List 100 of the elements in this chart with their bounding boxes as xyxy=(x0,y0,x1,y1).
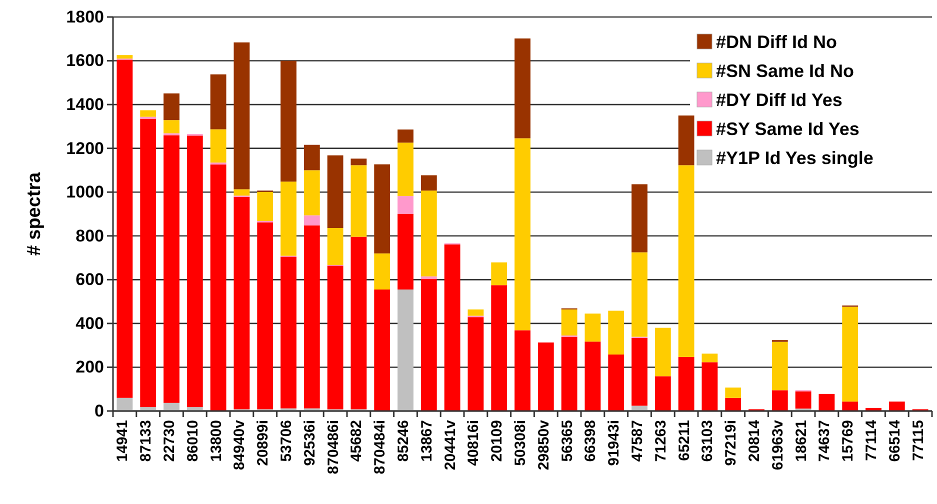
bar xyxy=(772,390,788,411)
y-tick-label: 600 xyxy=(76,270,104,290)
x-tick-label: 47587 xyxy=(628,420,646,462)
bar xyxy=(842,402,858,411)
bar xyxy=(210,74,226,130)
bar xyxy=(795,391,812,409)
legend-label: #SY Same Id Yes xyxy=(716,119,860,139)
x-tick-label: 77115 xyxy=(910,420,927,461)
bar xyxy=(140,110,156,117)
bar xyxy=(164,93,180,120)
x-tick-label: 92536i xyxy=(301,420,318,466)
y-axis-title: # spectra xyxy=(24,172,45,256)
legend-label: #DN Diff Id No xyxy=(716,32,837,52)
bar xyxy=(116,55,133,59)
bar xyxy=(888,402,905,411)
bar xyxy=(725,388,742,398)
bar xyxy=(257,192,274,222)
bar xyxy=(842,306,858,402)
bar xyxy=(654,376,671,411)
x-tick-label: 29850v xyxy=(535,419,552,470)
bar xyxy=(398,290,414,411)
x-tick-label: 66514 xyxy=(886,419,904,462)
legend-label: #DY Diff Id Yes xyxy=(716,90,842,110)
x-tick-label: 63103 xyxy=(699,420,716,462)
bar xyxy=(514,330,530,411)
bar xyxy=(654,328,671,376)
bar xyxy=(304,215,320,226)
bar xyxy=(234,196,250,410)
bar xyxy=(374,290,390,411)
bar xyxy=(468,317,484,411)
x-tick-label: 20109 xyxy=(488,420,506,462)
y-tick-label: 1800 xyxy=(66,7,104,26)
bar xyxy=(772,342,788,390)
bar xyxy=(327,228,344,265)
legend-label: #Y1P Id Yes single xyxy=(716,148,874,168)
x-tick-label: 74637 xyxy=(816,420,834,462)
x-tick-label: 91943i xyxy=(606,420,623,466)
bar xyxy=(702,354,718,362)
x-tick-label: 85246 xyxy=(394,420,412,462)
bar xyxy=(725,398,742,411)
y-tick-label: 0 xyxy=(94,401,104,420)
bar xyxy=(280,60,296,182)
bar xyxy=(678,116,694,166)
bar xyxy=(398,130,414,143)
bar xyxy=(491,285,508,411)
x-tick-label: 87133 xyxy=(138,420,155,462)
bar xyxy=(140,118,156,408)
bar xyxy=(420,190,437,276)
bar xyxy=(608,354,624,411)
bar xyxy=(304,225,320,408)
x-tick-label: 45682 xyxy=(348,420,366,462)
x-tick-label: 20899i xyxy=(254,420,272,466)
bar xyxy=(561,336,578,411)
x-tick-label: 14941 xyxy=(114,420,132,462)
x-tick-label: 65211 xyxy=(676,420,693,461)
y-tick-label: 1400 xyxy=(66,94,104,114)
y-tick-label: 1200 xyxy=(66,138,104,158)
x-tick-label: 13800 xyxy=(208,420,225,462)
x-tick-label: 870486i xyxy=(324,420,342,474)
bar xyxy=(398,196,414,214)
bar xyxy=(350,165,367,237)
bar xyxy=(584,314,601,342)
bar xyxy=(420,278,437,411)
x-tick-label: 20814 xyxy=(746,419,763,462)
bar xyxy=(538,342,554,411)
x-tick-label: 15769 xyxy=(840,420,857,462)
x-tick-label: 53706 xyxy=(278,420,295,462)
bar xyxy=(678,165,694,357)
x-tick-label: 870484i xyxy=(372,420,389,474)
x-tick-label: 77114 xyxy=(862,419,880,461)
bar xyxy=(374,253,390,290)
bar xyxy=(280,256,296,408)
x-tick-label: 71263 xyxy=(652,420,670,462)
bar xyxy=(304,144,320,170)
bar xyxy=(608,310,624,355)
x-tick-label: 22730 xyxy=(160,420,178,462)
bar xyxy=(398,214,414,290)
x-tick-label: 86010 xyxy=(184,420,202,462)
bar xyxy=(514,138,530,330)
y-tick-label: 200 xyxy=(76,358,104,377)
bar xyxy=(398,142,414,196)
bar xyxy=(350,158,367,166)
bar xyxy=(116,60,133,398)
y-tick-label: 1600 xyxy=(66,51,104,70)
bar xyxy=(584,342,601,411)
bar xyxy=(327,266,344,410)
bar xyxy=(234,42,250,190)
x-tick-label: 13867 xyxy=(418,420,436,462)
bar xyxy=(257,222,274,410)
y-tick-label: 400 xyxy=(76,314,104,333)
x-tick-label: 40816i xyxy=(465,420,482,466)
bar xyxy=(444,244,460,411)
x-tick-label: 97219i xyxy=(722,420,740,466)
bar xyxy=(280,182,296,256)
x-tick-label: 61963v xyxy=(769,419,786,470)
bar xyxy=(350,236,367,410)
y-tick-label: 800 xyxy=(76,226,104,246)
bar xyxy=(561,309,578,336)
bar xyxy=(420,276,437,279)
bar xyxy=(468,309,484,316)
